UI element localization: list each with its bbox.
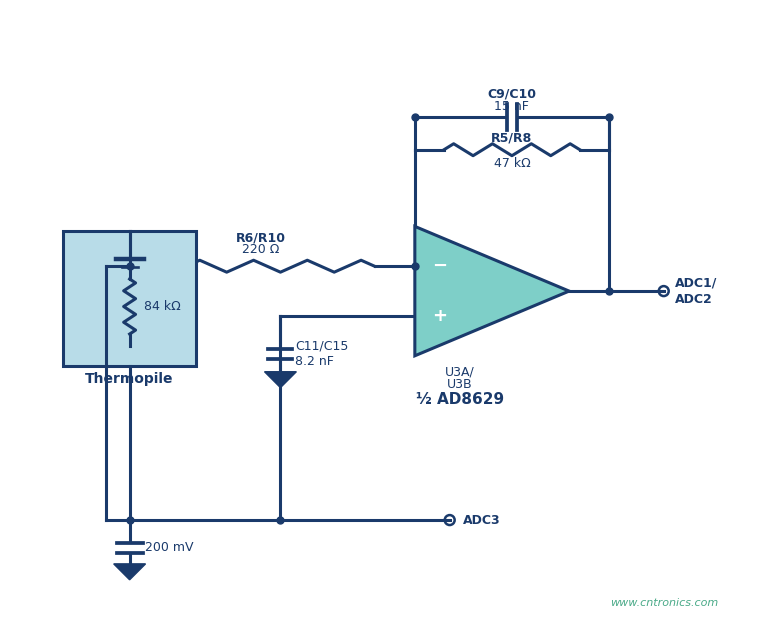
Text: 220 Ω: 220 Ω: [241, 243, 279, 256]
Text: C9/C10: C9/C10: [488, 88, 537, 101]
Text: 8.2 nF: 8.2 nF: [295, 355, 335, 368]
Text: ADC3: ADC3: [463, 514, 500, 527]
Text: U3A/: U3A/: [445, 366, 475, 379]
Text: 200 mV: 200 mV: [145, 542, 193, 555]
Polygon shape: [114, 564, 145, 580]
Polygon shape: [264, 372, 297, 388]
Text: ADC2: ADC2: [674, 292, 712, 306]
Text: 47 kΩ: 47 kΩ: [494, 156, 530, 170]
Text: www.cntronics.com: www.cntronics.com: [610, 597, 718, 608]
Text: ½ AD8629: ½ AD8629: [416, 392, 503, 407]
Text: 15 nF: 15 nF: [494, 100, 529, 113]
Polygon shape: [415, 227, 569, 356]
Text: U3B: U3B: [447, 378, 472, 391]
Text: R6/R10: R6/R10: [235, 231, 285, 244]
FancyBboxPatch shape: [64, 232, 196, 366]
Text: R5/R8: R5/R8: [491, 132, 532, 145]
Text: Thermopile: Thermopile: [86, 372, 174, 386]
Text: ADC1/: ADC1/: [674, 276, 717, 289]
Text: 84 kΩ: 84 kΩ: [144, 300, 180, 313]
Text: C11/C15: C11/C15: [295, 339, 349, 352]
Text: +: +: [432, 307, 447, 325]
Text: −: −: [432, 257, 447, 275]
